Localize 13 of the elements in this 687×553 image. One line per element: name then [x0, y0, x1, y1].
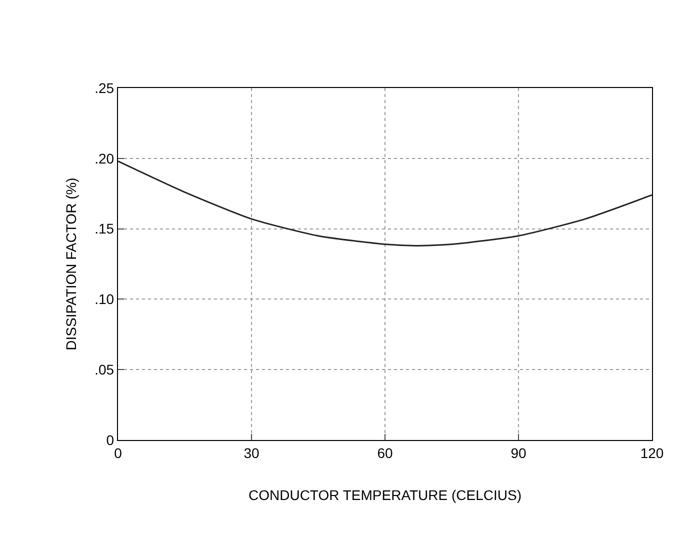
- line-series: [118, 160, 652, 246]
- x-axis-title: CONDUCTOR TEMPERATURE (CELCIUS): [248, 487, 522, 504]
- y-tick-label: .10: [94, 291, 114, 308]
- x-tick-label: 120: [640, 444, 664, 461]
- x-tick-label: 60: [377, 444, 393, 461]
- y-tick-label: .15: [94, 220, 114, 237]
- y-tick-label: .20: [94, 150, 114, 166]
- y-tick-label: .25: [94, 80, 114, 96]
- x-tick-label: 30: [244, 444, 260, 461]
- x-tick-label: 90: [510, 444, 526, 461]
- y-tick-label: .05: [94, 362, 114, 378]
- y-axis-title: DISSIPATION FACTOR (%): [63, 178, 80, 350]
- y-tick-label: 0: [106, 432, 114, 448]
